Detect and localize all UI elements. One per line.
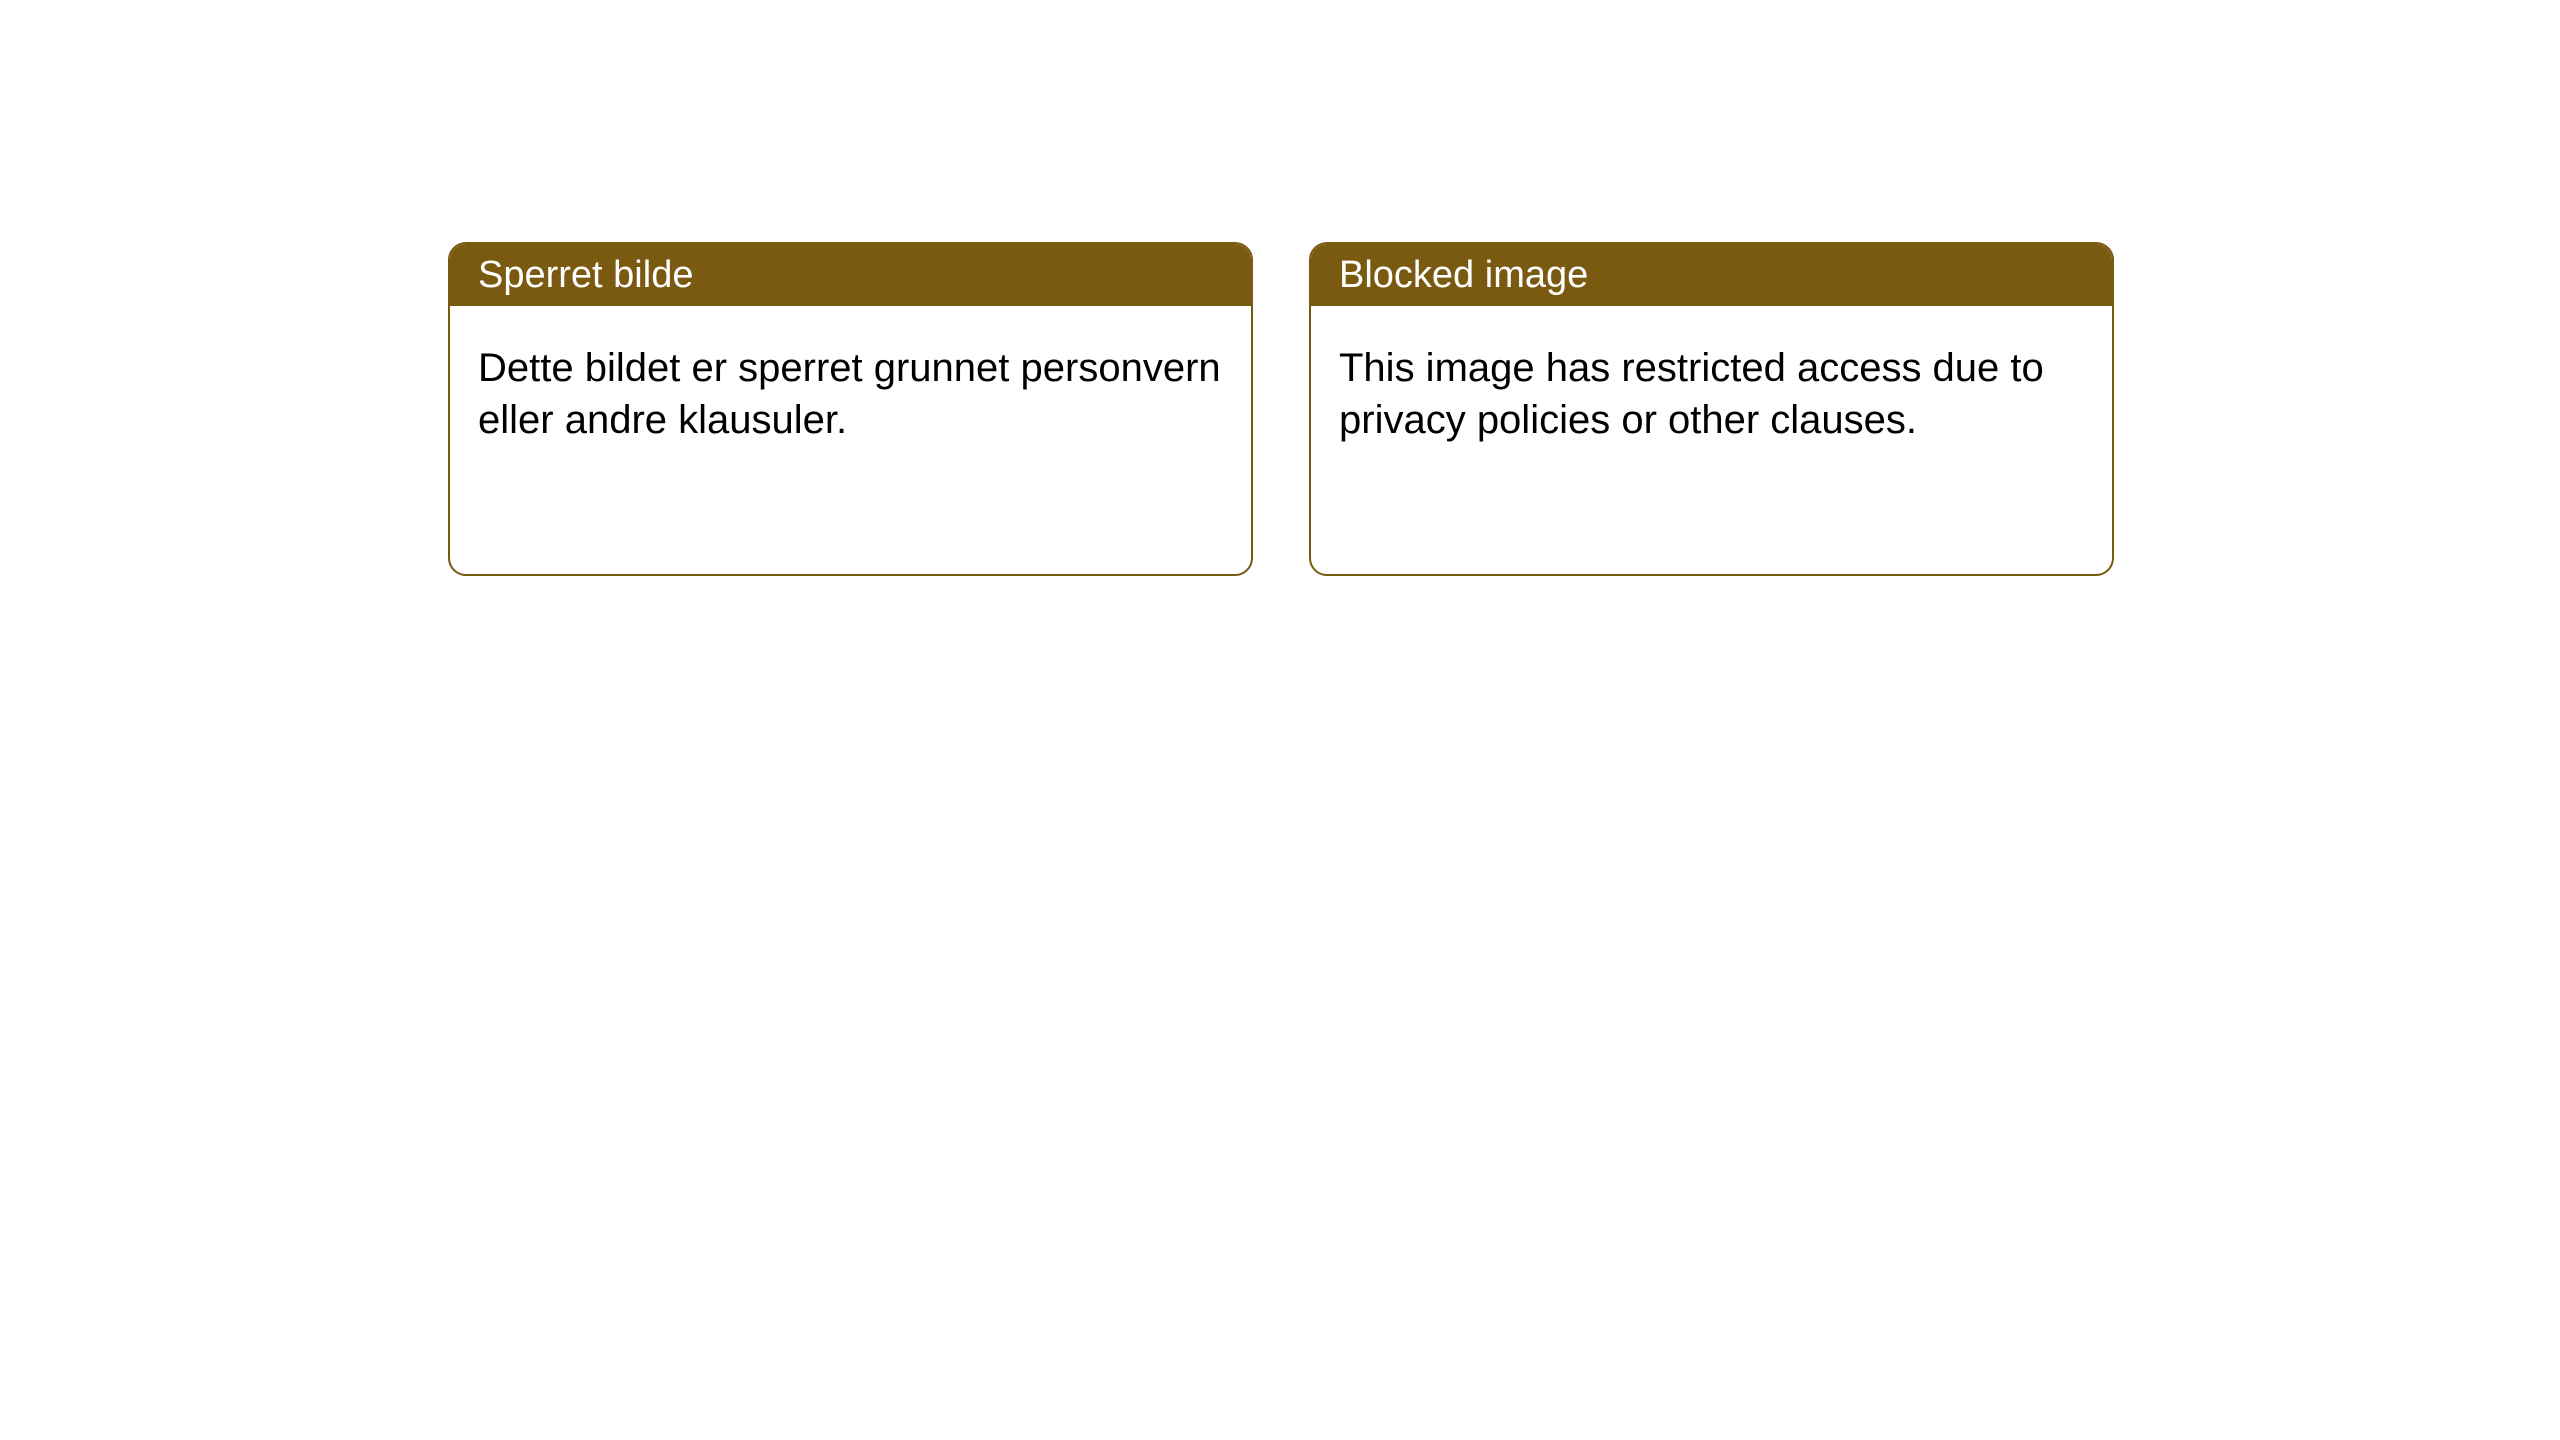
card-body-text: This image has restricted access due to … [1339,346,2044,442]
notice-card-english: Blocked image This image has restricted … [1309,242,2114,576]
card-body: Dette bildet er sperret grunnet personve… [450,306,1251,482]
card-title: Blocked image [1339,254,1588,297]
card-title: Sperret bilde [478,254,693,297]
card-body: This image has restricted access due to … [1311,306,2112,482]
card-header: Blocked image [1311,244,2112,306]
notice-container: Sperret bilde Dette bildet er sperret gr… [0,0,2560,576]
card-body-text: Dette bildet er sperret grunnet personve… [478,346,1221,442]
card-header: Sperret bilde [450,244,1251,306]
notice-card-norwegian: Sperret bilde Dette bildet er sperret gr… [448,242,1253,576]
